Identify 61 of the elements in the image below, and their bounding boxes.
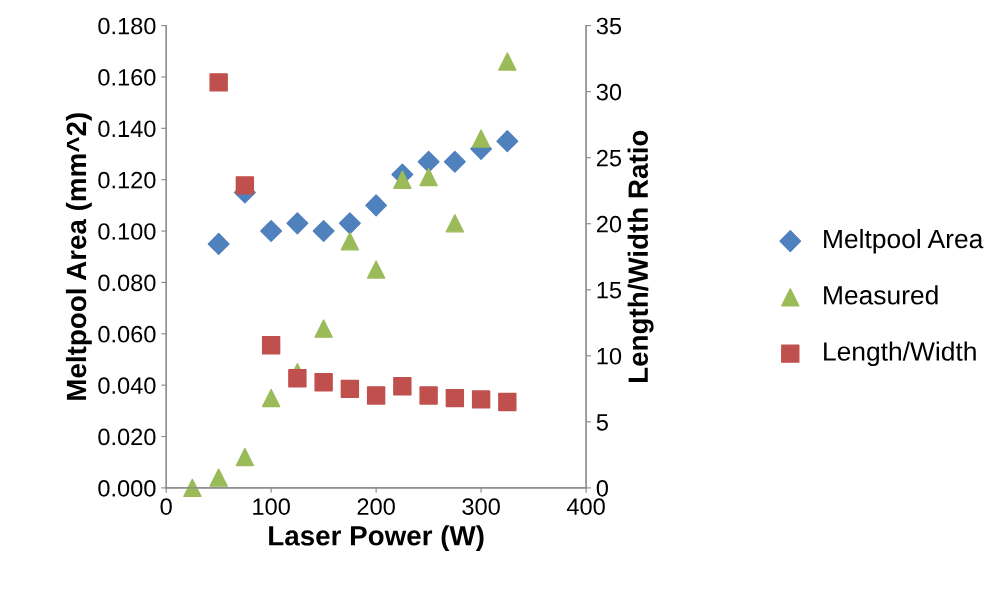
point xyxy=(498,52,517,71)
x-tick-label: 0 xyxy=(160,498,172,515)
point xyxy=(366,260,386,279)
legend-label: Meltpool Area xyxy=(824,228,984,254)
point xyxy=(235,176,255,195)
y-tick-label: 0.060 xyxy=(98,325,156,343)
point xyxy=(209,468,228,487)
y2-tick-label: 30 xyxy=(596,83,622,101)
legend-label: Length/Width xyxy=(824,341,976,367)
point xyxy=(340,379,360,399)
y-tick-label: 0.040 xyxy=(98,377,156,394)
y-tick-label: 0.140 xyxy=(98,120,156,138)
y2-tick-label: 35 xyxy=(596,17,622,35)
point xyxy=(340,232,360,251)
point xyxy=(471,129,491,148)
point xyxy=(261,336,281,355)
x-tick-label: 300 xyxy=(462,498,500,515)
y2-tick-label: 20 xyxy=(596,215,622,233)
point xyxy=(312,220,335,243)
point xyxy=(261,388,281,408)
y2-tick-label: 25 xyxy=(596,149,622,167)
y-tick-label: 0.180 xyxy=(98,17,156,35)
point xyxy=(393,170,412,189)
point xyxy=(445,388,465,408)
y2-tick-label: 15 xyxy=(597,282,622,299)
y-tick-label: 0.160 xyxy=(98,69,156,86)
point xyxy=(260,220,283,243)
point xyxy=(496,130,519,153)
point xyxy=(417,150,440,173)
x-tick-label: 100 xyxy=(253,498,290,515)
point xyxy=(419,386,438,405)
point xyxy=(288,369,307,388)
y-tick-label: 0.000 xyxy=(98,479,156,497)
point xyxy=(286,212,309,235)
point xyxy=(393,376,412,396)
y2-tick-label: 0 xyxy=(596,479,608,497)
point xyxy=(443,150,466,173)
point xyxy=(365,194,388,217)
point xyxy=(445,214,465,233)
point xyxy=(314,319,333,338)
point xyxy=(209,73,228,92)
x-tick-label: 200 xyxy=(357,498,395,515)
point xyxy=(207,232,230,255)
point xyxy=(235,447,255,467)
y2-tick-label: 10 xyxy=(597,347,622,365)
point xyxy=(498,392,517,412)
x-axis-title: Laser Power (W) xyxy=(269,525,484,552)
y-tick-label: 0.100 xyxy=(98,223,156,240)
y-tick-label: 0.120 xyxy=(98,171,156,189)
y-tick-label: 0.020 xyxy=(98,428,156,446)
point xyxy=(366,386,386,405)
legend-label: Measured xyxy=(824,285,938,305)
y-axis-title: Meltpool Area (mm^2) xyxy=(65,113,92,400)
y2-tick-label: 5 xyxy=(596,414,608,431)
point xyxy=(419,167,438,187)
point xyxy=(314,373,333,392)
x-tick-label: 400 xyxy=(566,498,605,515)
point xyxy=(338,212,361,235)
y-tick-label: 0.080 xyxy=(98,274,156,292)
y2-axis-title: Length/Width Ratio xyxy=(627,130,654,383)
point xyxy=(471,390,491,409)
